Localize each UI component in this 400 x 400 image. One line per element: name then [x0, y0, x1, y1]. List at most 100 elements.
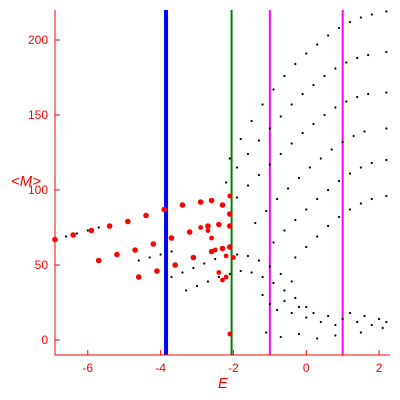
data-points — [52, 10, 388, 340]
data-point-s2-p13 — [385, 91, 388, 94]
data-point-s12-p5 — [186, 229, 193, 235]
data-point-s11-p10 — [219, 202, 226, 208]
y-tick-label-3: 150 — [28, 108, 48, 122]
data-point-s10-p4 — [290, 311, 293, 315]
x-tick-label-1: -4 — [155, 361, 166, 375]
data-point-s4-p0 — [272, 241, 275, 244]
y-tick-label-1: 50 — [35, 258, 49, 272]
data-point-s0-p5 — [283, 74, 286, 78]
data-point-s10-p1 — [268, 302, 271, 306]
data-point-s2-p5 — [290, 142, 293, 145]
data-point-s1-p8 — [312, 83, 315, 87]
data-point-s10-p18 — [265, 331, 268, 334]
data-point-s0-p6 — [294, 62, 297, 66]
data-point-s7-p7 — [261, 275, 264, 279]
data-point-s11-p1 — [70, 232, 77, 238]
data-point-s5-p1 — [305, 245, 308, 249]
data-point-s10-p16 — [377, 317, 381, 321]
data-point-s2-p1 — [246, 184, 250, 187]
data-point-s5-p8 — [385, 194, 388, 198]
data-point-s10-p5 — [297, 305, 301, 309]
data-point-s1-p12 — [356, 56, 359, 60]
data-point-s4-p2 — [294, 218, 297, 222]
data-point-s1-p9 — [323, 74, 326, 78]
data-point-s3-p9 — [352, 134, 355, 138]
y-tick-label-2: 100 — [28, 183, 48, 197]
data-point-s11-p11 — [226, 211, 233, 217]
data-point-s4-p9 — [370, 161, 373, 165]
data-point-s9-p1 — [64, 235, 68, 238]
x-tick-label-2: -2 — [228, 361, 239, 375]
data-point-s1-p4 — [268, 127, 271, 130]
x-tick-label-3: 0 — [303, 361, 310, 375]
data-point-s12-p8 — [226, 223, 233, 229]
data-point-s1-p6 — [290, 103, 293, 106]
data-point-s14-p9 — [227, 193, 233, 199]
data-point-s0-p9 — [327, 34, 330, 37]
data-point-s7-p5 — [239, 269, 242, 273]
x-tick-label-4: 2 — [376, 361, 383, 375]
data-point-s3-p1 — [265, 209, 268, 213]
data-point-s4-p3 — [305, 208, 308, 211]
data-point-s0-p12 — [359, 16, 362, 19]
data-point-s14-p0 — [198, 225, 204, 230]
data-point-s6-p2 — [192, 266, 195, 270]
data-point-s0-p10 — [337, 26, 341, 30]
data-point-s11-p5 — [143, 212, 149, 219]
x-axis-label: E — [218, 375, 229, 392]
data-point-s10-p3 — [283, 299, 286, 303]
data-point-s13-p0 — [135, 274, 142, 280]
data-point-s12-p0 — [95, 257, 102, 264]
data-point-s0-p7 — [305, 52, 308, 55]
y-axis-label: <M> — [11, 173, 41, 190]
data-point-s10-p8 — [319, 320, 322, 324]
data-point-s10-p14 — [363, 314, 366, 318]
ticks: -6 -4 -2 0 2 0 50 100 150 200 — [28, 33, 383, 375]
data-point-s6-p0 — [170, 275, 173, 279]
data-point-s5-p3 — [327, 224, 330, 228]
data-point-s10-p15 — [370, 323, 373, 327]
data-point-s3-p5 — [308, 166, 311, 169]
data-point-s5-p5 — [348, 208, 352, 211]
data-point-s13-p5 — [219, 245, 226, 252]
data-point-s4-p5 — [327, 188, 330, 192]
data-point-s10-p7 — [312, 311, 315, 315]
data-point-s11-p9 — [208, 197, 215, 204]
data-point-s11-p6 — [161, 206, 168, 213]
data-point-s12-p6 — [205, 223, 211, 229]
data-point-s6-p1 — [181, 271, 184, 274]
data-point-s0-p4 — [272, 88, 275, 91]
data-point-s12-p2 — [132, 247, 138, 253]
data-point-s1-p3 — [257, 139, 261, 142]
data-point-s6-p6 — [235, 253, 239, 256]
data-point-s14-p6 — [223, 274, 229, 280]
data-point-s8-p3 — [170, 250, 173, 253]
data-point-s10-p12 — [348, 311, 352, 315]
data-point-s11-p2 — [88, 227, 95, 234]
data-point-s14-p4 — [216, 270, 222, 275]
data-point-s10-p10 — [334, 323, 337, 327]
data-point-s10-p0 — [261, 293, 264, 297]
data-point-s3-p0 — [254, 221, 257, 225]
data-point-s2-p4 — [279, 152, 282, 156]
data-point-s0-p13 — [370, 13, 373, 16]
data-point-s12-p7 — [216, 221, 222, 228]
data-point-s2-p10 — [345, 100, 348, 103]
data-point-s1-p10 — [334, 67, 337, 70]
data-point-s8-p1 — [148, 256, 151, 259]
data-point-s6-p4 — [214, 257, 217, 261]
data-point-s4-p8 — [359, 166, 362, 169]
data-point-s2-p3 — [268, 163, 271, 166]
axes — [54, 10, 390, 356]
data-point-s1-p1 — [235, 166, 239, 169]
data-point-s10-p24 — [381, 326, 384, 330]
data-point-s4-p4 — [316, 197, 319, 201]
data-point-s11-p3 — [106, 223, 113, 229]
data-point-s7-p10 — [294, 296, 297, 300]
data-point-s8-p0 — [137, 259, 140, 262]
data-point-s14-p8 — [223, 253, 229, 259]
data-point-s2-p9 — [334, 106, 337, 109]
data-point-s10-p20 — [297, 332, 301, 336]
data-point-s10-p11 — [341, 317, 344, 321]
data-point-s1-p13 — [367, 53, 370, 57]
